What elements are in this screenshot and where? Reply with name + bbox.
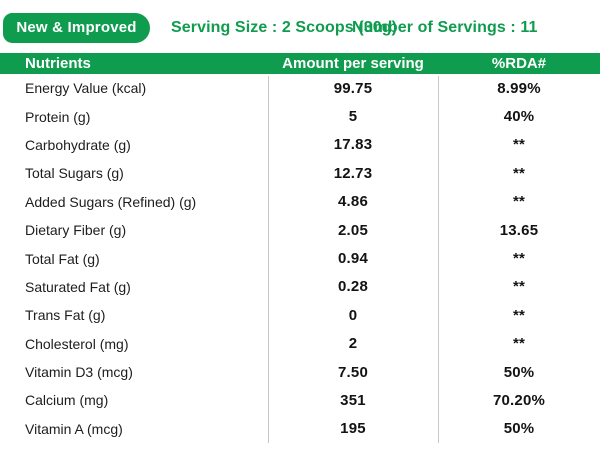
amount-value: 2 [348, 335, 358, 353]
table-row: Dietary Fiber (g) 2.05 13.65 [0, 216, 600, 244]
column-divider-left [268, 76, 269, 443]
table-row: Protein (g) 5 40% [0, 102, 600, 130]
nutrient-label: Calcium (mg) [25, 392, 109, 409]
amount-value: 2.05 [338, 221, 368, 239]
table-row: Saturated Fat (g) 0.28 ** [0, 273, 600, 301]
rda-value: ** [512, 278, 526, 296]
table-body: Energy Value (kcal) 99.75 8.99% Protein (g)… [0, 74, 600, 443]
table-row: Calcium (mg) 351 70.20% [0, 386, 600, 414]
nutrient-label: Cholesterol (mg) [25, 335, 129, 352]
nutrient-label: Added Sugars (Refined) (g) [25, 193, 197, 210]
nutrient-label: Saturated Fat (g) [25, 278, 131, 295]
rda-value: ** [512, 164, 526, 182]
table-row: Vitamin D3 (mcg) 7.50 50% [0, 358, 600, 386]
amount-value: 0.94 [338, 250, 368, 268]
table-row: Energy Value (kcal) 99.75 8.99% [0, 74, 600, 102]
nutrient-label: Dietary Fiber (g) [25, 222, 127, 239]
rda-value: 70.20% [492, 391, 546, 409]
column-divider-right [438, 76, 439, 443]
rda-value: 13.65 [499, 221, 539, 239]
table-row: Total Fat (g) 0.94 ** [0, 244, 600, 272]
new-improved-badge: New & Improved [3, 13, 150, 43]
amount-value: 195 [340, 420, 366, 438]
amount-value: 5 [348, 108, 358, 126]
table-row: Total Sugars (g) 12.73 ** [0, 159, 600, 187]
rda-value: ** [512, 136, 526, 154]
nutrient-label: Vitamin A (mcg) [25, 420, 123, 437]
amount-value: 0.28 [338, 278, 368, 296]
header-nutrients: Nutrients [25, 55, 91, 72]
table-header-row: Nutrients Amount per serving %RDA# [0, 53, 600, 74]
amount-value: 99.75 [333, 79, 373, 97]
rda-value: 50% [503, 363, 535, 381]
table-row: Added Sugars (Refined) (g) 4.86 ** [0, 188, 600, 216]
nutrient-label: Total Fat (g) [25, 250, 100, 267]
nutrient-label: Total Sugars (g) [25, 165, 124, 182]
nutrient-label: Vitamin D3 (mcg) [25, 364, 133, 381]
serving-size-text: Serving Size : 2 Scoops (30g) [171, 19, 398, 36]
amount-value: 4.86 [338, 193, 368, 211]
rda-value: 8.99% [497, 79, 541, 97]
rda-value: ** [512, 306, 526, 324]
rda-value: 40% [503, 108, 535, 126]
rda-value: ** [512, 250, 526, 268]
amount-value: 17.83 [333, 136, 373, 154]
table-row: Carbohydrate (g) 17.83 ** [0, 131, 600, 159]
table-row: Trans Fat (g) 0 ** [0, 301, 600, 329]
nutrient-label: Carbohydrate (g) [25, 136, 131, 153]
table-row: Cholesterol (mg) 2 ** [0, 330, 600, 358]
rda-value: 50% [503, 420, 535, 438]
table-row: Vitamin A (mcg) 195 50% [0, 415, 600, 443]
header-amount-per-serving: Amount per serving [282, 55, 424, 72]
header-rda: %RDA# [491, 55, 547, 72]
number-of-servings-text: Number of Servings : 11 [352, 19, 538, 36]
nutrient-label: Energy Value (kcal) [25, 80, 147, 97]
rda-value: ** [512, 335, 526, 353]
rda-value: ** [512, 193, 526, 211]
amount-value: 0 [348, 306, 358, 324]
nutrient-label: Trans Fat (g) [25, 307, 106, 324]
amount-value: 7.50 [338, 363, 368, 381]
nutrient-label: Protein (g) [25, 108, 91, 125]
amount-value: 351 [340, 391, 366, 409]
amount-value: 12.73 [333, 164, 373, 182]
